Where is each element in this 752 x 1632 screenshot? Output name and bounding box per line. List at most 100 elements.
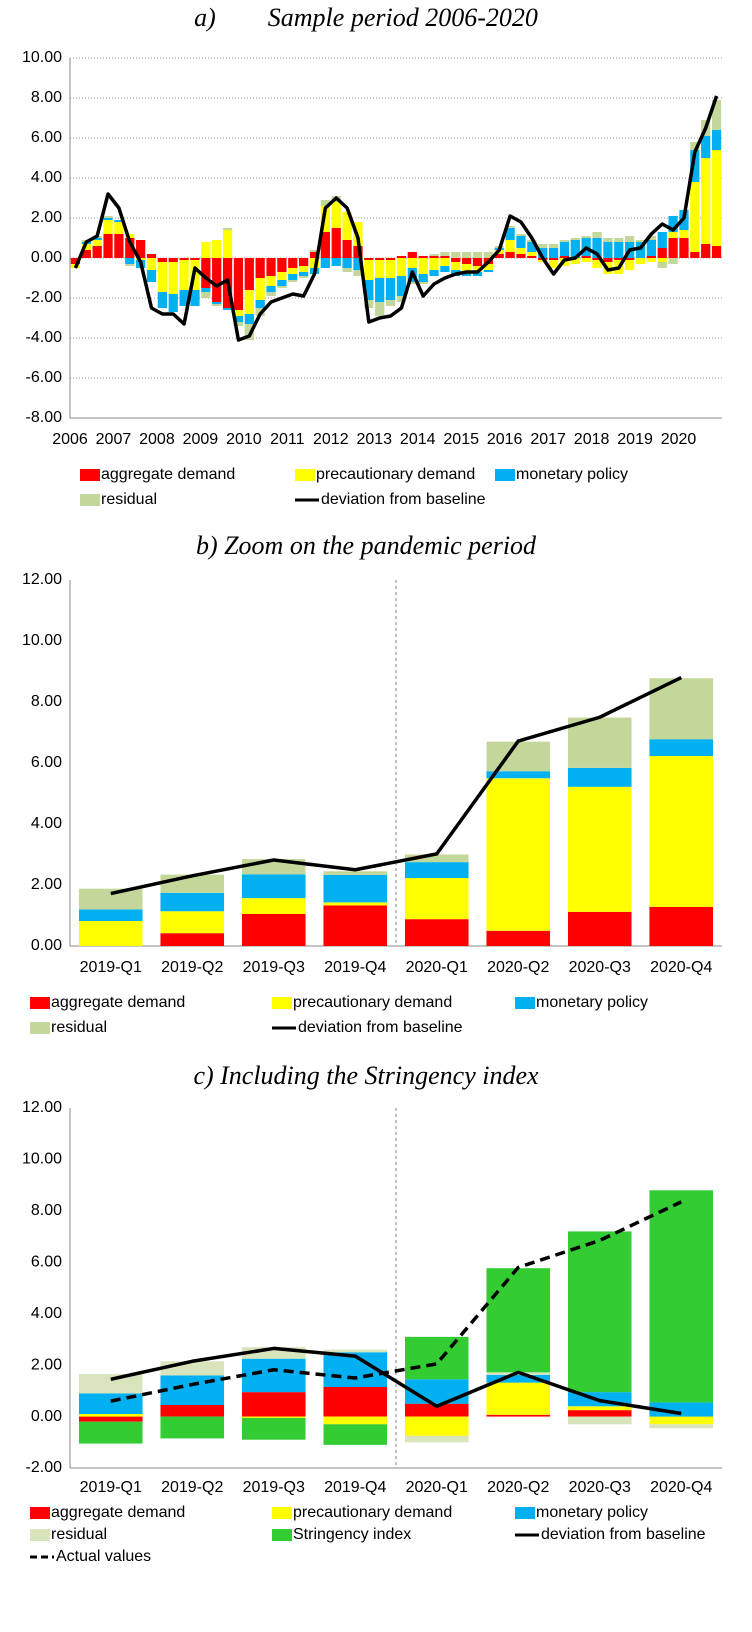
bar-segment (404, 919, 469, 946)
y-tick-label: 0.00 (31, 937, 62, 954)
x-tick-label: 2019-Q1 (80, 1479, 142, 1496)
bar-segment (483, 264, 493, 270)
x-tick-label: 2020-Q1 (406, 1479, 468, 1496)
bar-segment (157, 292, 167, 308)
bar-segment (179, 258, 189, 260)
bar-segment (168, 262, 178, 294)
bar-segment (567, 1231, 632, 1393)
bar-segment (505, 226, 515, 228)
legend-swatch (515, 997, 535, 1009)
bar-segment (299, 266, 309, 272)
bar-segment (418, 258, 428, 274)
bar-segment (701, 136, 711, 158)
legend-swatch (295, 469, 315, 481)
bar-segment (548, 248, 559, 258)
bar-segment (323, 1424, 388, 1445)
bar-segment (323, 874, 388, 903)
bar-segment (440, 258, 450, 266)
bar-segment (241, 1416, 306, 1418)
bar-segment (103, 220, 113, 234)
x-tick-label: 2019-Q2 (161, 959, 223, 976)
x-tick-label: 2018 (574, 431, 610, 448)
bar-segment (190, 290, 200, 306)
bar-segment (160, 933, 225, 946)
bar-segment (277, 258, 287, 272)
bar-segment (92, 240, 102, 246)
bar-segment (567, 911, 632, 946)
x-tick-label: 2019-Q1 (80, 959, 142, 976)
bar-segment (201, 292, 211, 298)
bar-segment (567, 767, 632, 787)
y-tick-label: 4.00 (31, 169, 62, 186)
x-tick-label: 2020-Q3 (569, 1479, 631, 1496)
bar-segment (649, 1402, 714, 1417)
bar-segment (440, 256, 450, 258)
bar-segment (486, 771, 551, 779)
bar-segment (233, 316, 244, 322)
bar-segment (160, 911, 225, 934)
bar-segment (649, 739, 714, 756)
x-tick-label: 2020-Q2 (487, 1479, 549, 1496)
bar-segment (396, 296, 407, 302)
x-tick-label: 2011 (270, 431, 305, 448)
bar-segment (649, 1416, 714, 1425)
bar-segment (570, 240, 580, 258)
bar-segment (581, 256, 591, 258)
legend-label: deviation from baseline (298, 1019, 463, 1036)
bar-segment (614, 258, 624, 260)
bar-segment (646, 236, 656, 240)
bar-segment (690, 142, 700, 150)
bar-segment (103, 216, 113, 218)
bar-segment (277, 286, 287, 288)
bar-segment (323, 871, 388, 875)
bar-segment (690, 252, 700, 258)
bar-segment (125, 264, 135, 266)
y-tick-label: 8.00 (31, 89, 62, 106)
bar-segment (103, 218, 113, 220)
legend-label: Stringency index (293, 1526, 411, 1543)
bar-segment (548, 258, 559, 260)
bar-segment (212, 240, 222, 258)
bar-segment (375, 258, 385, 260)
bar-segment (625, 260, 635, 270)
bar-segment (711, 150, 722, 246)
bar-segment (486, 778, 551, 931)
bar-segment (396, 276, 407, 296)
bar-segment (385, 258, 396, 260)
bar-segment (472, 252, 483, 258)
bar-segment (592, 232, 602, 238)
legend-label: monetary policy (536, 1504, 648, 1521)
bar-segment (244, 324, 254, 340)
bar-segment (548, 260, 559, 268)
bar-segment (668, 216, 678, 232)
bar-segment (160, 1405, 225, 1417)
bar-segment (114, 222, 124, 234)
bar-segment (353, 270, 363, 276)
x-tick-label: 2008 (139, 431, 175, 448)
bar-segment (486, 1268, 551, 1373)
bar-segment (635, 242, 646, 258)
legend-label: aggregate demand (101, 466, 235, 483)
bar-segment (385, 278, 396, 300)
bar-segment (614, 242, 624, 258)
y-tick-label: -2.00 (26, 1459, 63, 1476)
y-tick-label: 2.00 (31, 876, 62, 893)
bar-segment (179, 260, 189, 290)
bar-segment (277, 272, 287, 280)
bar-segment (168, 294, 178, 312)
legend-swatch (272, 1507, 292, 1519)
bar-segment (364, 258, 374, 260)
bar-segment (375, 278, 385, 302)
bar-segment (212, 302, 222, 304)
bar-segment (451, 262, 461, 270)
bar-segment (668, 232, 678, 238)
bar-segment (179, 290, 189, 306)
bar-segment (299, 272, 309, 276)
bar-segment (440, 266, 450, 272)
x-tick-label: 2020-Q2 (487, 959, 549, 976)
legend-swatch (30, 1022, 50, 1034)
bar-segment (603, 242, 613, 258)
y-tick-label: -2.00 (26, 289, 63, 306)
bar-segment (353, 246, 363, 258)
legend-label: precautionary demand (293, 1504, 452, 1521)
